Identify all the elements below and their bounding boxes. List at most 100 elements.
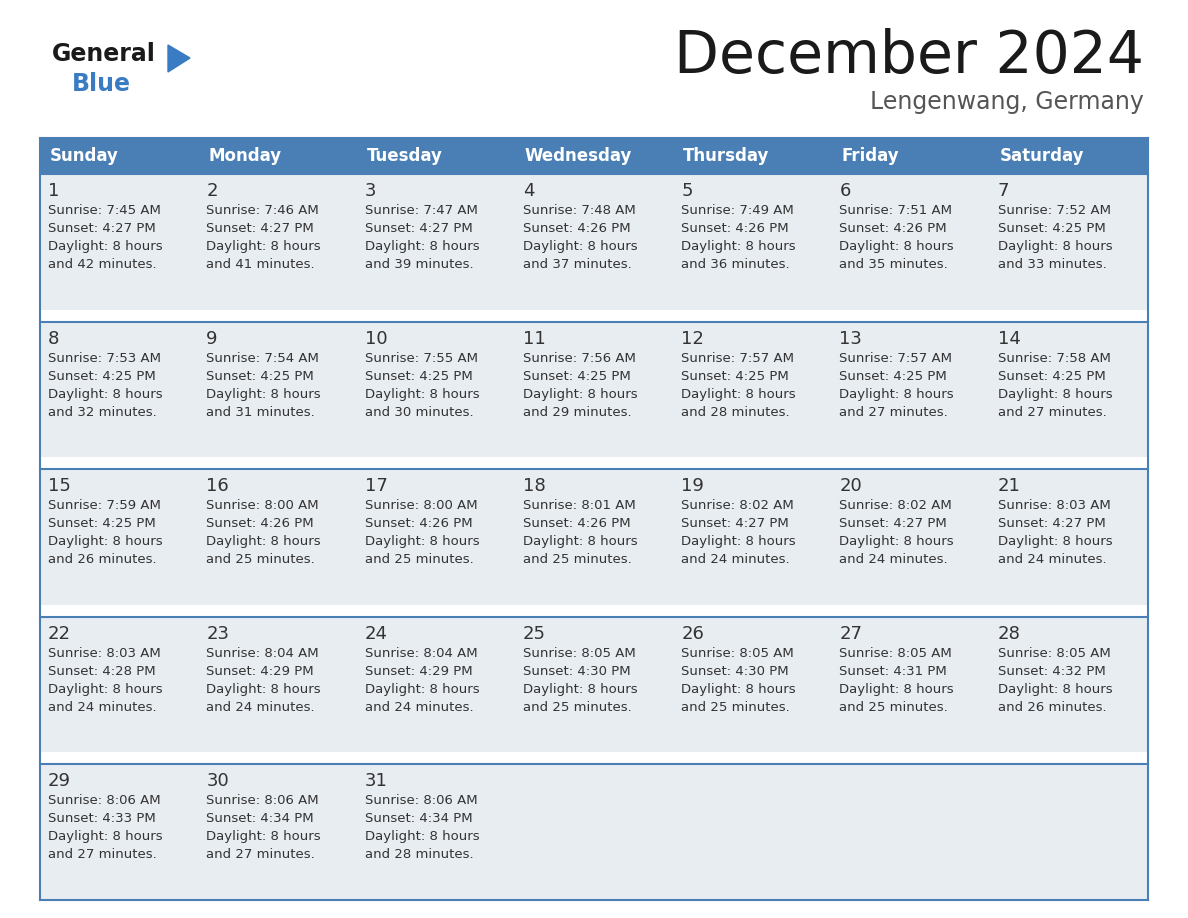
Text: and 32 minutes.: and 32 minutes. [48,406,157,419]
FancyBboxPatch shape [990,174,1148,309]
Text: Thursday: Thursday [683,147,770,165]
FancyBboxPatch shape [40,617,198,753]
FancyBboxPatch shape [198,174,356,309]
Text: Daylight: 8 hours: Daylight: 8 hours [207,535,321,548]
Text: Daylight: 8 hours: Daylight: 8 hours [523,683,638,696]
Text: Sunset: 4:30 PM: Sunset: 4:30 PM [681,665,789,677]
Text: Daylight: 8 hours: Daylight: 8 hours [523,240,638,253]
Text: Daylight: 8 hours: Daylight: 8 hours [681,683,796,696]
Text: December 2024: December 2024 [674,28,1144,85]
Text: Sunset: 4:26 PM: Sunset: 4:26 PM [523,517,631,531]
Text: Sunset: 4:27 PM: Sunset: 4:27 PM [365,222,473,235]
Text: 26: 26 [681,625,704,643]
FancyBboxPatch shape [832,617,990,753]
Text: Sunset: 4:26 PM: Sunset: 4:26 PM [681,222,789,235]
Text: Daylight: 8 hours: Daylight: 8 hours [681,535,796,548]
Text: Sunrise: 8:05 AM: Sunrise: 8:05 AM [998,647,1111,660]
Text: 19: 19 [681,477,704,495]
FancyBboxPatch shape [198,321,356,457]
FancyBboxPatch shape [674,765,832,900]
Text: 31: 31 [365,772,387,790]
Text: Sunset: 4:25 PM: Sunset: 4:25 PM [207,370,314,383]
Text: Sunset: 4:29 PM: Sunset: 4:29 PM [207,665,314,677]
Text: Daylight: 8 hours: Daylight: 8 hours [365,535,479,548]
Text: Sunrise: 7:53 AM: Sunrise: 7:53 AM [48,352,162,364]
Text: Daylight: 8 hours: Daylight: 8 hours [840,240,954,253]
Text: 2: 2 [207,182,217,200]
Text: Sunrise: 7:45 AM: Sunrise: 7:45 AM [48,204,160,217]
FancyBboxPatch shape [514,469,674,605]
Text: Sunrise: 7:56 AM: Sunrise: 7:56 AM [523,352,636,364]
Text: Sunrise: 7:57 AM: Sunrise: 7:57 AM [681,352,794,364]
Text: Sunrise: 8:02 AM: Sunrise: 8:02 AM [681,499,794,512]
Text: Sunset: 4:26 PM: Sunset: 4:26 PM [523,222,631,235]
Text: Sunset: 4:26 PM: Sunset: 4:26 PM [840,222,947,235]
Text: Daylight: 8 hours: Daylight: 8 hours [998,387,1112,400]
Text: 10: 10 [365,330,387,348]
Text: Daylight: 8 hours: Daylight: 8 hours [365,240,479,253]
Text: Sunset: 4:27 PM: Sunset: 4:27 PM [998,517,1106,531]
FancyBboxPatch shape [40,765,198,900]
Text: 18: 18 [523,477,545,495]
Text: Daylight: 8 hours: Daylight: 8 hours [998,240,1112,253]
Text: Sunrise: 7:57 AM: Sunrise: 7:57 AM [840,352,953,364]
FancyBboxPatch shape [832,469,990,605]
Text: and 25 minutes.: and 25 minutes. [365,554,473,566]
FancyBboxPatch shape [198,469,356,605]
Text: Sunset: 4:27 PM: Sunset: 4:27 PM [840,517,947,531]
Text: and 27 minutes.: and 27 minutes. [840,406,948,419]
Text: Sunrise: 7:58 AM: Sunrise: 7:58 AM [998,352,1111,364]
Text: Sunset: 4:30 PM: Sunset: 4:30 PM [523,665,631,677]
FancyBboxPatch shape [356,617,514,753]
Text: and 25 minutes.: and 25 minutes. [681,700,790,714]
Text: Daylight: 8 hours: Daylight: 8 hours [681,240,796,253]
Text: Sunset: 4:25 PM: Sunset: 4:25 PM [998,370,1106,383]
Text: and 28 minutes.: and 28 minutes. [681,406,790,419]
Text: 11: 11 [523,330,545,348]
Text: Sunrise: 8:02 AM: Sunrise: 8:02 AM [840,499,952,512]
Text: and 41 minutes.: and 41 minutes. [207,258,315,271]
Text: Daylight: 8 hours: Daylight: 8 hours [48,240,163,253]
FancyBboxPatch shape [514,321,674,457]
FancyBboxPatch shape [356,174,514,309]
FancyBboxPatch shape [40,469,198,605]
Text: 25: 25 [523,625,545,643]
Text: Daylight: 8 hours: Daylight: 8 hours [998,535,1112,548]
Text: 6: 6 [840,182,851,200]
Text: Daylight: 8 hours: Daylight: 8 hours [523,535,638,548]
Text: Sunrise: 7:49 AM: Sunrise: 7:49 AM [681,204,794,217]
Text: Sunrise: 7:46 AM: Sunrise: 7:46 AM [207,204,320,217]
Text: 14: 14 [998,330,1020,348]
Text: Daylight: 8 hours: Daylight: 8 hours [365,831,479,844]
Text: and 26 minutes.: and 26 minutes. [998,700,1106,714]
FancyBboxPatch shape [990,617,1148,753]
Text: Daylight: 8 hours: Daylight: 8 hours [48,535,163,548]
FancyBboxPatch shape [674,469,832,605]
Text: 16: 16 [207,477,229,495]
Text: 13: 13 [840,330,862,348]
Text: Sunrise: 7:54 AM: Sunrise: 7:54 AM [207,352,320,364]
Text: Blue: Blue [72,72,131,96]
Text: Sunset: 4:26 PM: Sunset: 4:26 PM [207,517,314,531]
Text: and 29 minutes.: and 29 minutes. [523,406,632,419]
Text: Sunset: 4:28 PM: Sunset: 4:28 PM [48,665,156,677]
Text: Sunrise: 8:06 AM: Sunrise: 8:06 AM [365,794,478,808]
Text: Sunset: 4:25 PM: Sunset: 4:25 PM [840,370,947,383]
Text: Sunrise: 8:04 AM: Sunrise: 8:04 AM [365,647,478,660]
FancyBboxPatch shape [40,174,198,309]
FancyBboxPatch shape [674,321,832,457]
Text: 21: 21 [998,477,1020,495]
Text: 20: 20 [840,477,862,495]
FancyBboxPatch shape [990,765,1148,900]
FancyBboxPatch shape [674,617,832,753]
Text: Sunset: 4:25 PM: Sunset: 4:25 PM [365,370,473,383]
Text: Sunrise: 8:03 AM: Sunrise: 8:03 AM [48,647,160,660]
Text: Sunset: 4:25 PM: Sunset: 4:25 PM [48,517,156,531]
Text: Saturday: Saturday [1000,147,1085,165]
Text: 24: 24 [365,625,387,643]
Text: and 37 minutes.: and 37 minutes. [523,258,632,271]
Text: and 30 minutes.: and 30 minutes. [365,406,473,419]
Text: 9: 9 [207,330,217,348]
Text: and 24 minutes.: and 24 minutes. [840,554,948,566]
Text: Daylight: 8 hours: Daylight: 8 hours [207,387,321,400]
